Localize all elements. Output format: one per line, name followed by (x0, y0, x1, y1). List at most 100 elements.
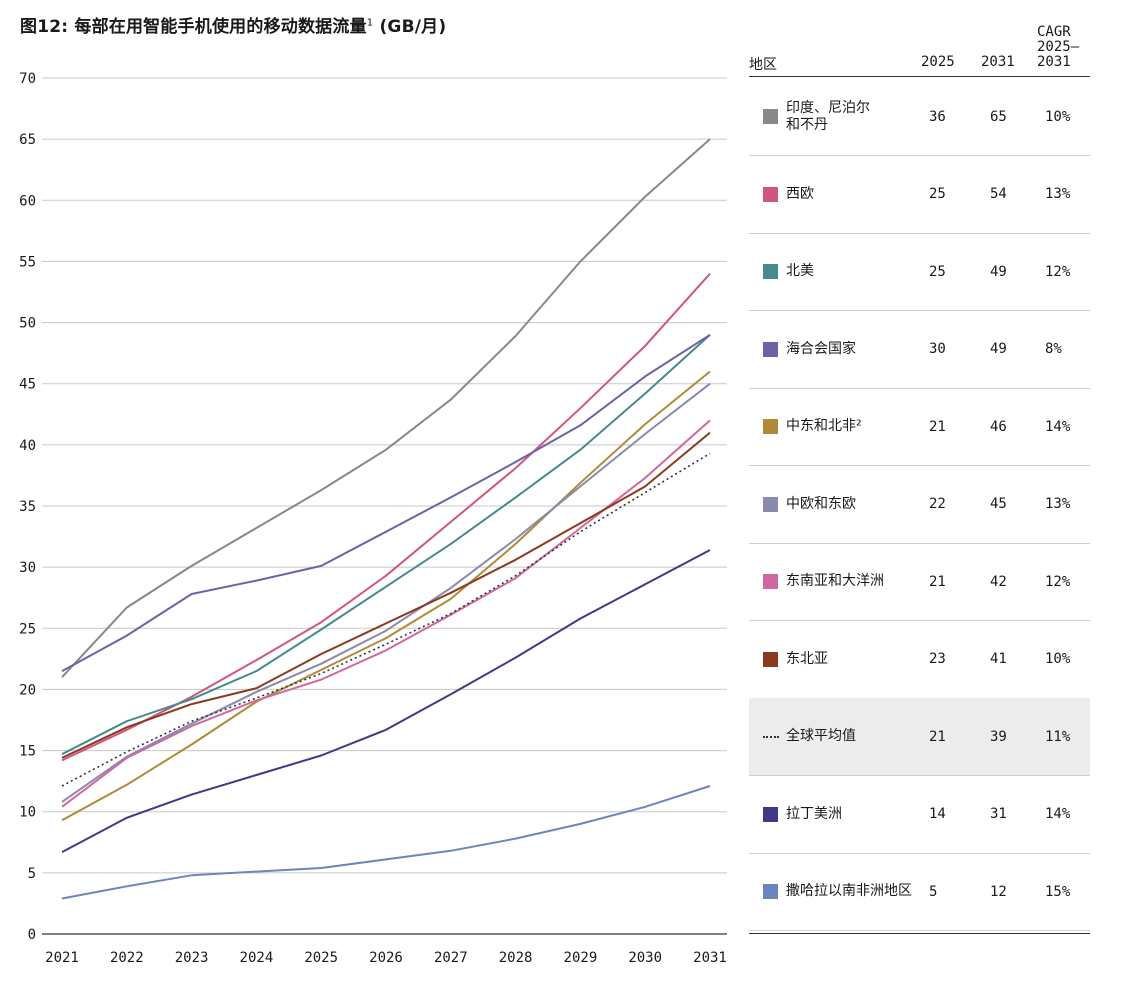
y-tick-label: 0 (28, 927, 36, 943)
value-cagr: 11% (1045, 728, 1071, 745)
table-row: 海合会国家 30 49 8% (749, 311, 1090, 389)
y-tick-label: 55 (19, 254, 36, 270)
header-cagr: CAGR 2025– 2031 (1037, 25, 1097, 79)
y-tick-label: 20 (19, 682, 36, 698)
region-label: 西欧 (786, 156, 926, 233)
value-2031: 49 (990, 341, 1007, 357)
value-cagr: 14% (1045, 418, 1071, 435)
header-cagr-line3: 2031 (1037, 54, 1071, 70)
y-axis-ticks: 0 5 10 15 20 25 30 35 40 45 50 55 60 65 70 (19, 71, 36, 943)
value-2025: 25 (929, 263, 946, 280)
series-line-1 (61, 273, 711, 762)
value-cagr: 12% (1045, 573, 1071, 590)
value-cagr: 15% (1045, 883, 1071, 900)
value-2025: 5 (929, 883, 938, 900)
legend-swatch (763, 806, 778, 822)
value-2031: 65 (990, 108, 1007, 125)
value-2031: 45 (990, 496, 1007, 512)
region-label: 海合会国家 (786, 311, 926, 388)
value-cagr: 13% (1045, 186, 1071, 202)
value-2025: 36 (929, 108, 946, 125)
y-tick-label: 50 (19, 316, 36, 332)
value-cagr: 12% (1045, 263, 1071, 280)
table-bottom-rule (749, 932, 1090, 934)
series-line-0 (61, 138, 711, 678)
value-cagr: 8% (1045, 341, 1062, 357)
value-2031: 31 (990, 806, 1007, 822)
chart-title-main: 图12: 每部在用智能手机使用的移动数据流量 (20, 17, 367, 37)
legend-swatch (763, 341, 778, 357)
region-label-line1: 中东和北非² (786, 418, 862, 434)
series-line-8 (61, 452, 711, 787)
value-2025: 22 (929, 496, 946, 512)
value-2025: 23 (929, 651, 946, 667)
legend-swatch (763, 884, 778, 899)
region-label: 全球平均值 (786, 698, 926, 775)
legend-swatch (763, 574, 778, 589)
x-tick-label: 2021 (45, 950, 79, 966)
x-tick-label: 2028 (499, 950, 533, 966)
region-label-line1: 全球平均值 (786, 728, 856, 744)
value-cagr: 13% (1045, 496, 1071, 512)
region-label: 东北亚 (786, 621, 926, 698)
value-2031: 54 (990, 186, 1007, 202)
table-row: 全球平均值 21 39 11% (749, 698, 1090, 776)
y-tick-label: 60 (19, 193, 36, 209)
value-2031: 46 (990, 418, 1007, 435)
table-row: 拉丁美洲 14 31 14% (749, 776, 1090, 854)
table-row: 撒哈拉以南非洲地区 5 12 15% (749, 853, 1090, 931)
x-tick-label: 2029 (564, 950, 598, 966)
value-2031: 39 (990, 728, 1007, 745)
table-row: 中东和北非² 21 46 14% (749, 388, 1090, 466)
x-tick-label: 2024 (240, 950, 274, 966)
chart-title: 图12: 每部在用智能手机使用的移动数据流量1 (GB/月) (20, 12, 446, 37)
value-2031: 12 (990, 883, 1007, 900)
value-2031: 41 (990, 651, 1007, 667)
series-line-5 (61, 382, 711, 803)
table-row: 北美 25 49 12% (749, 233, 1090, 311)
legend-swatch (763, 419, 778, 434)
region-label-line1: 撒哈拉以南非洲地区 (786, 883, 912, 899)
header-region: 地区 (749, 57, 777, 73)
series-line-2 (61, 334, 711, 756)
region-label-line1: 西欧 (786, 185, 814, 202)
chart-title-footnote: 1 (366, 17, 374, 29)
legend-swatch (763, 496, 778, 512)
region-label-line1: 拉丁美洲 (786, 805, 842, 822)
series-line-3 (61, 333, 711, 672)
y-tick-label: 5 (28, 866, 36, 882)
y-tick-label: 30 (19, 560, 36, 576)
region-label: 东南亚和大洋洲 (786, 543, 926, 620)
region-label: 撒哈拉以南非洲地区 (786, 853, 926, 930)
series-line-10 (61, 785, 711, 900)
legend-swatch (763, 264, 778, 279)
y-tick-label: 40 (19, 438, 36, 454)
header-cagr-line1: CAGR (1037, 24, 1071, 40)
region-label-line1: 海合会国家 (786, 340, 856, 357)
region-label-line2: 和不丹 (786, 116, 828, 133)
series-line-7 (61, 431, 711, 759)
x-tick-label: 2022 (110, 950, 144, 966)
y-tick-label: 65 (19, 132, 36, 148)
value-2025: 21 (929, 573, 946, 590)
table-row: 中欧和东欧 22 45 13% (749, 466, 1090, 544)
value-2025: 25 (929, 186, 946, 202)
region-label: 中欧和东欧 (786, 466, 926, 543)
header-cagr-line2: 2025– (1037, 39, 1080, 55)
header-2025: 2025 (921, 54, 955, 70)
x-tick-label: 2025 (304, 950, 338, 966)
region-label: 北美 (786, 233, 926, 310)
value-2031: 42 (990, 573, 1007, 590)
value-2025: 14 (929, 806, 946, 822)
table-row: 东北亚 23 41 10% (749, 621, 1090, 699)
region-label: 印度、尼泊尔 和不丹 (786, 78, 926, 155)
value-2025: 21 (929, 418, 946, 435)
table-row: 印度、尼泊尔 和不丹 36 65 10% (749, 78, 1090, 156)
chart-title-unit: (GB/月) (373, 17, 447, 37)
header-rule (749, 76, 1090, 77)
series-line-6 (61, 419, 711, 808)
header-2031: 2031 (981, 54, 1015, 70)
series-line-9 (61, 549, 711, 853)
table-row: 东南亚和大洋洲 21 42 12% (749, 543, 1090, 621)
